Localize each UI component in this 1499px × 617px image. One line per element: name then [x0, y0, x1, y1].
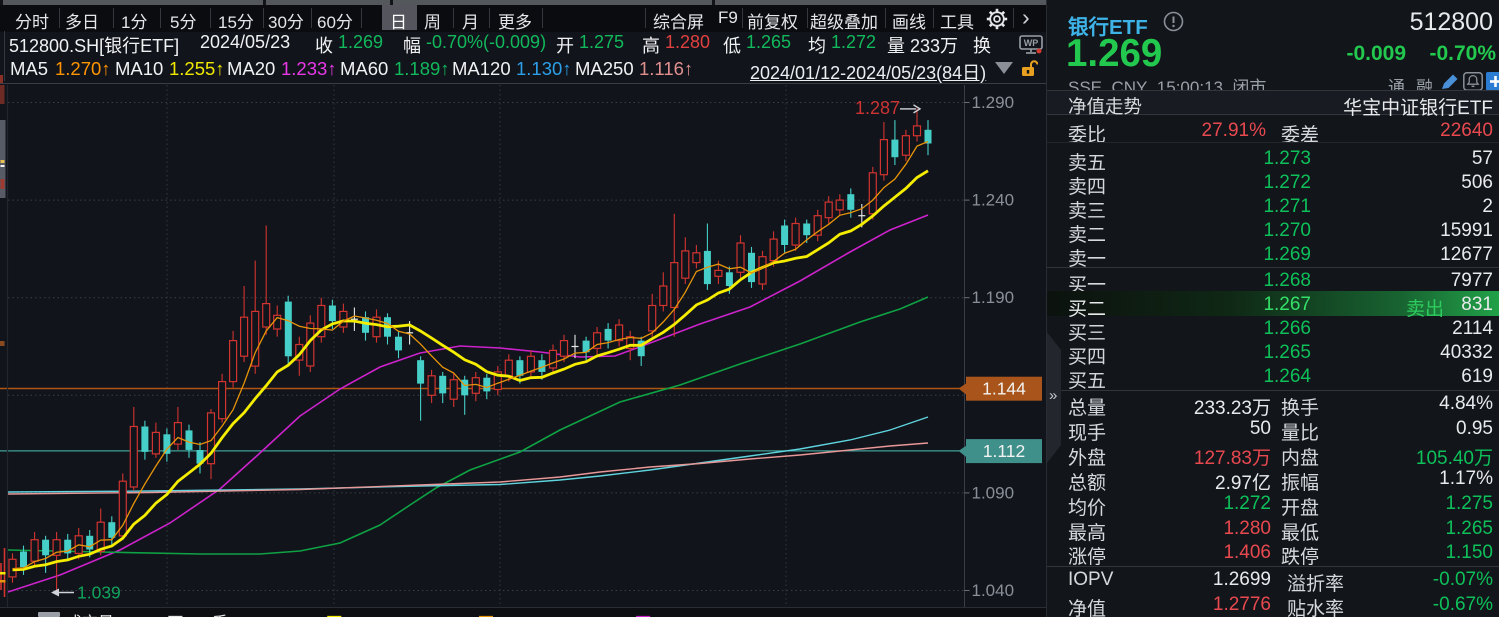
svg-text:1.290: 1.290: [972, 93, 1015, 112]
svg-text:1.240: 1.240: [972, 191, 1015, 210]
svg-text:1.090: 1.090: [972, 483, 1015, 502]
svg-text:1.190: 1.190: [972, 288, 1015, 307]
svg-text:MA20:166.57万: MA20:166.57万: [540, 615, 651, 617]
svg-text:1.040: 1.040: [972, 581, 1015, 600]
svg-text:手: 手: [212, 614, 228, 617]
svg-text:WP: WP: [1024, 38, 1039, 48]
svg-text:MA5:233.41万: MA5:233.41万: [240, 615, 342, 617]
svg-text:1.144: 1.144: [982, 379, 1026, 399]
svg-text:MA10:180.11万: MA10:180.11万: [384, 615, 494, 617]
svg-text:1.287: 1.287: [855, 98, 900, 118]
svg-text:成交量:233.23万: 成交量:233.23万: [66, 614, 183, 617]
svg-text:1.112: 1.112: [983, 441, 1026, 461]
svg-text:1.039: 1.039: [77, 583, 121, 603]
